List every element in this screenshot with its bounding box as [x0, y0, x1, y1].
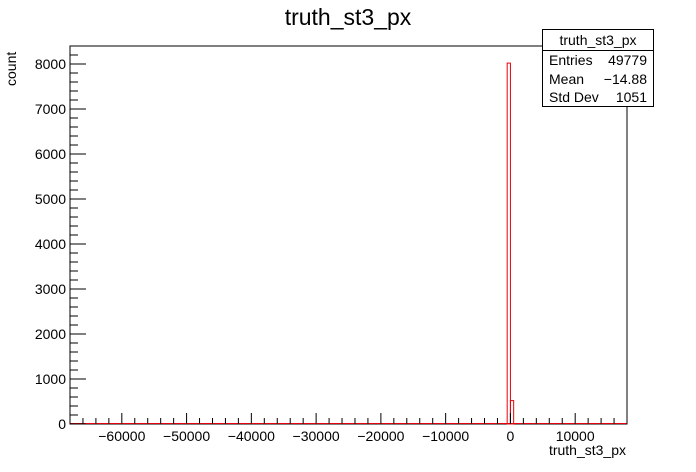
- y-tick-label: 3000: [35, 281, 66, 297]
- y-tick-label: 8000: [35, 56, 66, 72]
- stats-box: truth_st3_px Entries 49779 Mean −14.88 S…: [542, 29, 654, 107]
- stats-row-stddev: Std Dev 1051: [543, 88, 653, 107]
- stats-key: Mean: [549, 70, 585, 87]
- stats-value: 1051: [615, 89, 647, 105]
- stats-row-mean: Mean −14.88: [543, 70, 653, 89]
- histogram-bin: [509, 400, 515, 425]
- x-tick-label: −10000: [422, 428, 469, 444]
- x-tick-label: 0: [507, 428, 515, 444]
- x-tick-label: 10000: [556, 428, 595, 444]
- y-tick-label: 0: [58, 416, 66, 432]
- chart-title: truth_st3_px: [284, 4, 412, 30]
- x-tick-label: −50000: [163, 428, 210, 444]
- stats-row-entries: Entries 49779: [543, 51, 653, 70]
- y-tick-label: 2000: [35, 326, 66, 342]
- y-tick-label: 7000: [35, 101, 66, 117]
- stats-value: 49779: [608, 52, 647, 68]
- y-tick-label: 4000: [35, 236, 66, 252]
- x-axis-label: truth_st3_px: [548, 442, 626, 458]
- stats-key: Entries: [549, 52, 593, 68]
- stats-value: −14.88: [603, 70, 647, 87]
- stats-title: truth_st3_px: [543, 30, 653, 51]
- x-tick-label: −40000: [228, 428, 275, 444]
- y-tick-label: 6000: [35, 146, 66, 162]
- x-tick-label: −20000: [357, 428, 404, 444]
- histogram-bin: [506, 62, 511, 425]
- y-tick-label: 1000: [35, 371, 66, 387]
- stats-key: Std Dev: [549, 89, 599, 105]
- y-tick-label: 5000: [35, 191, 66, 207]
- x-tick-label: −30000: [293, 428, 340, 444]
- x-tick-label: −60000: [98, 428, 145, 444]
